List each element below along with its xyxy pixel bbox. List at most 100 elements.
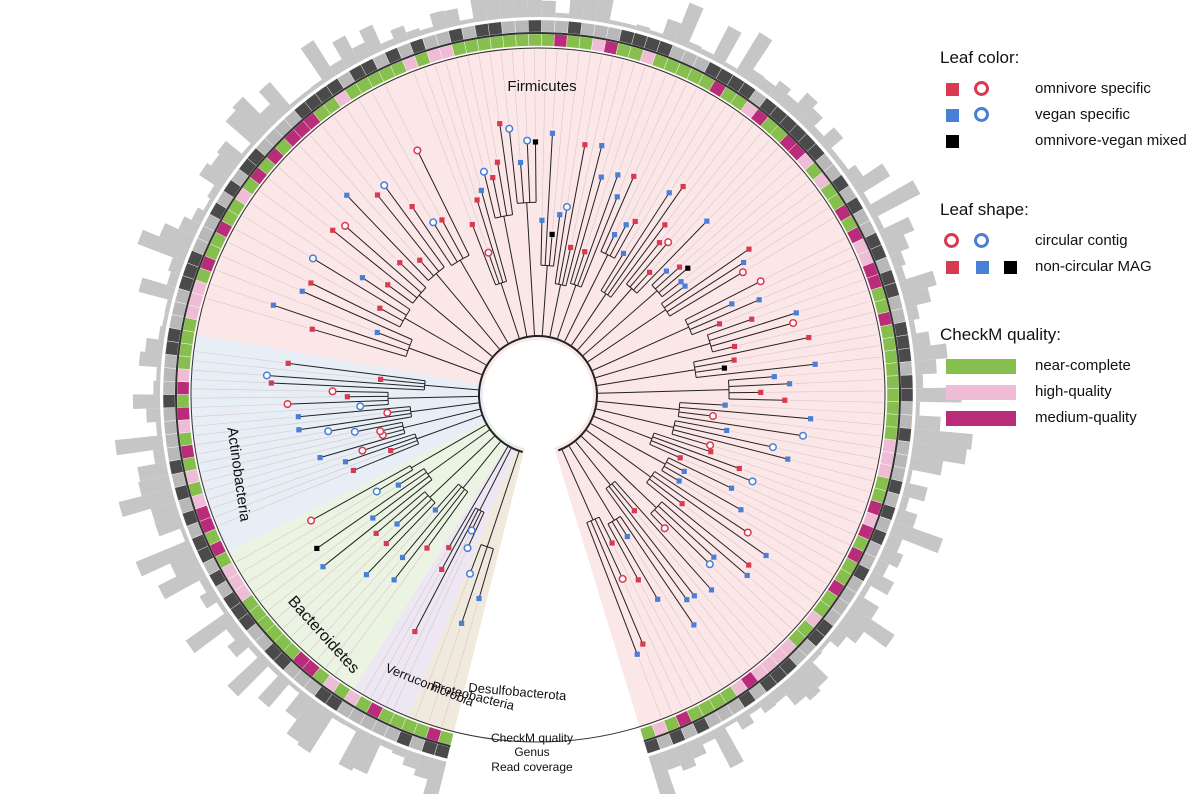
medium-quality-swatch: [946, 411, 1016, 426]
checkm-cell: [177, 406, 191, 421]
legend-row-omnivore: omnivore specific: [940, 78, 1195, 104]
leaf-circular-contig: [376, 427, 385, 436]
coverage-bar: [911, 331, 931, 348]
coverage-bar: [915, 374, 924, 389]
guide-line: [736, 247, 851, 303]
leaf-noncircular-mag: [474, 197, 480, 203]
leaf-noncircular-mag: [679, 501, 685, 507]
guide-line: [763, 258, 856, 299]
coverage-bar: [154, 514, 184, 537]
branch-trunk: [564, 254, 609, 342]
checkm-cell: [885, 362, 899, 377]
coverage-bar: [808, 126, 824, 142]
branch-trunk: [541, 265, 548, 336]
guide-line: [316, 561, 400, 661]
genus-cell: [514, 19, 529, 33]
branch: [603, 192, 670, 293]
leaf-noncircular-mag: [395, 482, 401, 488]
coverage-bar: [158, 325, 167, 341]
guide-line: [193, 369, 262, 376]
leaf-circular-contig: [356, 402, 365, 411]
leaf-circular-contig: [324, 427, 333, 436]
branch: [467, 512, 485, 549]
legend-row-near-complete: near-complete: [940, 355, 1195, 381]
leaf-noncircular-mag: [685, 265, 691, 271]
guide-line: [254, 551, 313, 592]
branch: [668, 457, 732, 489]
branch-trunk: [526, 202, 535, 336]
leaf-noncircular-mag: [285, 360, 291, 366]
coverage-bar: [300, 40, 336, 84]
legend-high-quality-label: high-quality: [1035, 383, 1112, 400]
coverage-bar: [872, 558, 890, 577]
coverage-bar: [779, 94, 798, 113]
branch-trunk: [418, 294, 493, 357]
coverage-bar: [699, 48, 714, 60]
branch-arc: [424, 491, 436, 504]
guide-line: [478, 55, 497, 158]
leaf-circular-contig: [738, 268, 747, 277]
branch: [691, 323, 720, 336]
near-complete-swatch: [946, 359, 1016, 374]
guide-line: [685, 506, 814, 603]
guide-line: [769, 558, 821, 594]
coverage-bar: [459, 18, 475, 25]
coverage-bar: [402, 749, 421, 770]
guide-line: [779, 367, 882, 377]
leaf-noncircular-mag: [342, 459, 349, 465]
coverage-bar: [789, 92, 818, 122]
coverage-bar: [226, 622, 245, 641]
coverage-bar: [207, 185, 221, 201]
branch: [561, 247, 572, 286]
guide-line: [456, 59, 484, 167]
branch: [396, 495, 429, 525]
guide-line: [215, 452, 387, 518]
coverage-bar: [118, 488, 176, 517]
branch: [611, 521, 659, 600]
leaf-noncircular-mag: [295, 414, 301, 420]
leaf-noncircular-mag: [399, 554, 406, 561]
branch: [302, 290, 413, 341]
leaf-circular-contig: [463, 544, 472, 553]
guide-line: [259, 190, 384, 283]
branch: [605, 488, 688, 600]
branch: [435, 483, 459, 511]
branch-trunk: [571, 293, 607, 346]
legend-row-vegan: vegan specific: [940, 104, 1195, 130]
guide-line: [261, 520, 369, 602]
branch: [332, 229, 418, 299]
guide-line: [511, 50, 521, 158]
leaf-circular-contig: [413, 146, 422, 155]
coverage-bar: [799, 658, 829, 688]
branch: [288, 362, 426, 382]
leaf-noncircular-mag: [344, 192, 350, 198]
branch: [664, 248, 750, 309]
leaf-noncircular-mag: [812, 361, 818, 367]
noncircular-red-swatch: [946, 261, 959, 274]
branch: [707, 318, 752, 336]
coverage-bar: [153, 380, 161, 395]
branch-trunk: [568, 446, 615, 521]
coverage-bar: [155, 421, 163, 436]
guide-line: [241, 493, 373, 573]
guide-line: [567, 53, 591, 203]
branch-trunk: [462, 441, 501, 489]
coverage-bar: [635, 24, 651, 34]
legend-row-circular: circular contig: [940, 230, 1195, 256]
leaf-noncircular-mag: [309, 326, 315, 332]
branch: [390, 440, 418, 452]
coverage-bar: [443, 8, 461, 28]
leaf-noncircular-mag: [611, 232, 618, 238]
leaf-noncircular-mag: [359, 275, 366, 281]
guide-line: [193, 379, 267, 384]
guide-line: [193, 388, 328, 392]
branch: [666, 262, 744, 313]
coverage-bar: [827, 148, 841, 163]
guide-line: [235, 228, 376, 307]
coverage-bar: [568, 0, 585, 20]
guide-line: [288, 156, 397, 260]
genus-cell: [899, 414, 913, 429]
genus-cell: [474, 23, 490, 38]
genus-cell: [580, 22, 596, 37]
